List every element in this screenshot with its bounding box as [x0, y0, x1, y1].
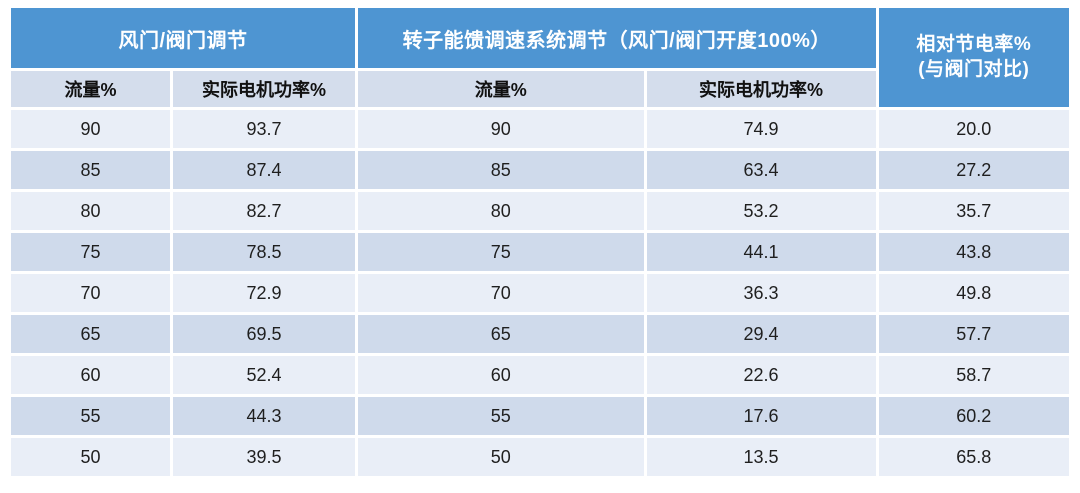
cell-rotor-flow: 90	[357, 110, 644, 148]
cell-saving-rate: 57.7	[878, 315, 1069, 353]
cell-valve-flow: 65	[11, 315, 170, 353]
subheader-rotor-motor-power: 实际电机功率%	[646, 71, 876, 107]
cell-saving-rate: 65.8	[878, 438, 1069, 476]
table-header: 风门/阀门调节 转子能馈调速系统调节（风门/阀门开度100%） 相对节电率% (…	[11, 8, 1069, 107]
cell-valve-flow: 90	[11, 110, 170, 148]
header-group-relative-saving-rate: 相对节电率% (与阀门对比)	[878, 8, 1069, 107]
cell-valve-flow: 70	[11, 274, 170, 312]
cell-rotor-flow: 85	[357, 151, 644, 189]
table-row: 85 87.4 85 63.4 27.2	[11, 151, 1069, 189]
saving-rate-line1: 相对节电率%	[916, 33, 1032, 55]
cell-valve-power: 52.4	[172, 356, 355, 394]
cell-valve-power: 69.5	[172, 315, 355, 353]
cell-rotor-flow: 55	[357, 397, 644, 435]
cell-valve-power: 82.7	[172, 192, 355, 230]
cell-saving-rate: 60.2	[878, 397, 1069, 435]
cell-rotor-flow: 50	[357, 438, 644, 476]
subheader-row: 流量% 实际电机功率% 流量% 实际电机功率%	[11, 71, 1069, 107]
cell-saving-rate: 43.8	[878, 233, 1069, 271]
cell-rotor-flow: 80	[357, 192, 644, 230]
cell-valve-flow: 55	[11, 397, 170, 435]
cell-saving-rate: 27.2	[878, 151, 1069, 189]
cell-saving-rate: 35.7	[878, 192, 1069, 230]
cell-valve-flow: 85	[11, 151, 170, 189]
cell-rotor-power: 13.5	[646, 438, 876, 476]
table-row: 50 39.5 50 13.5 65.8	[11, 438, 1069, 476]
cell-valve-power: 87.4	[172, 151, 355, 189]
cell-valve-power: 44.3	[172, 397, 355, 435]
cell-rotor-power: 53.2	[646, 192, 876, 230]
table-row: 65 69.5 65 29.4 57.7	[11, 315, 1069, 353]
cell-rotor-flow: 75	[357, 233, 644, 271]
subheader-valve-flow: 流量%	[11, 71, 170, 107]
table-row: 75 78.5 75 44.1 43.8	[11, 233, 1069, 271]
cell-rotor-power: 74.9	[646, 110, 876, 148]
cell-saving-rate: 58.7	[878, 356, 1069, 394]
cell-valve-flow: 80	[11, 192, 170, 230]
cell-valve-power: 39.5	[172, 438, 355, 476]
cell-valve-flow: 50	[11, 438, 170, 476]
cell-rotor-power: 44.1	[646, 233, 876, 271]
table-row: 80 82.7 80 53.2 35.7	[11, 192, 1069, 230]
cell-valve-power: 78.5	[172, 233, 355, 271]
table-body: 90 93.7 90 74.9 20.0 85 87.4 85 63.4 27.…	[11, 110, 1069, 476]
cell-valve-power: 93.7	[172, 110, 355, 148]
table-row: 90 93.7 90 74.9 20.0	[11, 110, 1069, 148]
table-row: 55 44.3 55 17.6 60.2	[11, 397, 1069, 435]
cell-valve-flow: 75	[11, 233, 170, 271]
cell-valve-flow: 60	[11, 356, 170, 394]
table-row: 60 52.4 60 22.6 58.7	[11, 356, 1069, 394]
subheader-valve-motor-power: 实际电机功率%	[172, 71, 355, 107]
cell-rotor-flow: 65	[357, 315, 644, 353]
header-group-row: 风门/阀门调节 转子能馈调速系统调节（风门/阀门开度100%） 相对节电率% (…	[11, 8, 1069, 107]
cell-saving-rate: 20.0	[878, 110, 1069, 148]
header-group-rotor-speed-regulation: 转子能馈调速系统调节（风门/阀门开度100%）	[357, 8, 876, 68]
cell-rotor-power: 63.4	[646, 151, 876, 189]
saving-rate-line2: (与阀门对比)	[918, 58, 1030, 80]
subheader-rotor-flow: 流量%	[357, 71, 644, 107]
cell-rotor-flow: 60	[357, 356, 644, 394]
cell-saving-rate: 49.8	[878, 274, 1069, 312]
cell-rotor-flow: 70	[357, 274, 644, 312]
cell-rotor-power: 17.6	[646, 397, 876, 435]
power-comparison-table: 风门/阀门调节 转子能馈调速系统调节（风门/阀门开度100%） 相对节电率% (…	[8, 5, 1072, 479]
cell-rotor-power: 22.6	[646, 356, 876, 394]
table-row: 70 72.9 70 36.3 49.8	[11, 274, 1069, 312]
header-group-valve-regulation: 风门/阀门调节	[11, 8, 355, 68]
cell-rotor-power: 29.4	[646, 315, 876, 353]
cell-rotor-power: 36.3	[646, 274, 876, 312]
cell-valve-power: 72.9	[172, 274, 355, 312]
